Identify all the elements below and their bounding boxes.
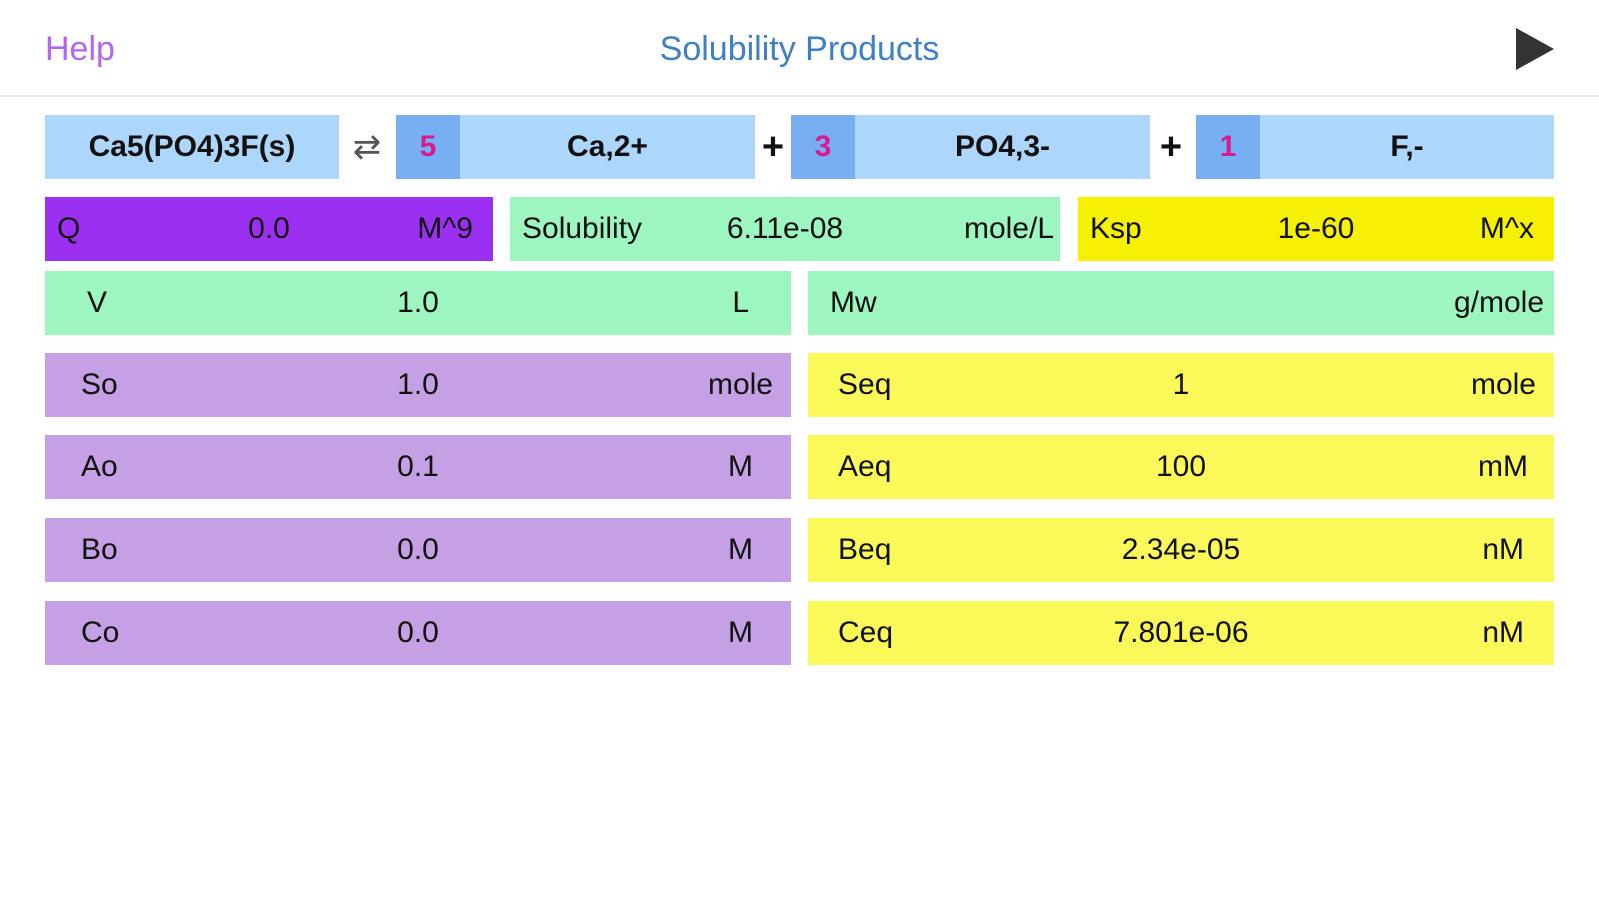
ao-unit: M xyxy=(728,450,753,483)
ion-po4-label: PO4,3- xyxy=(954,130,1051,163)
volume-unit: L xyxy=(732,286,749,319)
mw-label: Mw xyxy=(830,286,877,319)
co-field[interactable]: Co 0.0 M xyxy=(45,601,791,665)
ion-ca-field[interactable]: Ca,2+ xyxy=(460,115,755,179)
q-label: Q xyxy=(57,212,81,245)
co-unit: M xyxy=(728,616,753,649)
solid-species-label: Ca5(PO4)3F(s) xyxy=(88,130,296,163)
aeq-display: Aeq 100 mM xyxy=(808,435,1554,499)
mw-field[interactable]: Mw g/mole xyxy=(808,271,1554,335)
coefficient-ca-field[interactable]: 5 xyxy=(396,115,460,179)
ceq-label: Ceq xyxy=(838,616,894,649)
plus-sign: + xyxy=(761,125,785,168)
aeq-unit: mM xyxy=(1478,450,1528,483)
so-value: 1.0 xyxy=(397,368,439,401)
bo-label: Bo xyxy=(81,533,118,566)
bo-value: 0.0 xyxy=(397,533,439,566)
seq-label: Seq xyxy=(838,368,892,401)
so-field[interactable]: So 1.0 mole xyxy=(45,353,791,417)
volume-label: V xyxy=(87,286,108,319)
bo-field[interactable]: Bo 0.0 M xyxy=(45,518,791,582)
ion-ca-label: Ca,2+ xyxy=(567,130,648,163)
volume-field[interactable]: V 1.0 L xyxy=(45,271,791,335)
coefficient-f-field[interactable]: 1 xyxy=(1196,115,1260,179)
help-button[interactable]: Help xyxy=(45,30,115,68)
coefficient-ca-value: 5 xyxy=(419,130,437,163)
so-label: So xyxy=(81,368,118,401)
ao-label: Ao xyxy=(81,450,118,483)
aeq-label: Aeq xyxy=(838,450,892,483)
coefficient-f-value: 1 xyxy=(1219,130,1237,163)
mw-unit: g/mole xyxy=(1453,286,1544,319)
solubility-label: Solubility xyxy=(522,212,643,245)
co-value: 0.0 xyxy=(397,616,439,649)
seq-value: 1 xyxy=(1172,368,1190,401)
coefficient-po4-value: 3 xyxy=(814,130,832,163)
ceq-display: Ceq 7.801e-06 nM xyxy=(808,601,1554,665)
solid-species-field[interactable]: Ca5(PO4)3F(s) xyxy=(45,115,339,179)
ao-value: 0.1 xyxy=(397,450,439,483)
solubility-unit: mole/L xyxy=(963,212,1054,245)
so-unit: mole xyxy=(707,368,773,401)
beq-display: Beq 2.34e-05 nM xyxy=(808,518,1554,582)
navigation-bar: Help Solubility Products xyxy=(0,0,1599,97)
bo-unit: M xyxy=(728,533,753,566)
ion-po4-field[interactable]: PO4,3- xyxy=(855,115,1150,179)
equilibrium-arrows-icon: ⇄ xyxy=(352,128,382,166)
ion-f-label: F,- xyxy=(1390,130,1424,163)
q-unit: M^9 xyxy=(417,212,473,245)
seq-display: Seq 1 mole xyxy=(808,353,1554,417)
page-title: Solubility Products xyxy=(659,30,940,68)
seq-unit: mole xyxy=(1470,368,1536,401)
aeq-value: 100 xyxy=(1155,450,1207,483)
ksp-unit: M^x xyxy=(1479,212,1534,245)
volume-value: 1.0 xyxy=(397,286,439,319)
play-icon[interactable] xyxy=(1516,28,1554,70)
q-display: Q 0.0 M^9 xyxy=(45,197,493,261)
ao-field[interactable]: Ao 0.1 M xyxy=(45,435,791,499)
beq-label: Beq xyxy=(838,533,892,566)
solubility-display: Solubility 6.11e-08 mole/L xyxy=(510,197,1060,261)
coefficient-po4-field[interactable]: 3 xyxy=(791,115,855,179)
beq-value: 2.34e-05 xyxy=(1121,533,1241,566)
co-label: Co xyxy=(81,616,120,649)
plus-sign: + xyxy=(1159,125,1183,168)
ion-f-field[interactable]: F,- xyxy=(1260,115,1554,179)
ksp-label: Ksp xyxy=(1090,212,1142,245)
beq-unit: nM xyxy=(1482,533,1524,566)
ksp-field[interactable]: Ksp 1e-60 M^x xyxy=(1078,197,1554,261)
ceq-value: 7.801e-06 xyxy=(1113,616,1249,649)
ceq-unit: nM xyxy=(1482,616,1524,649)
